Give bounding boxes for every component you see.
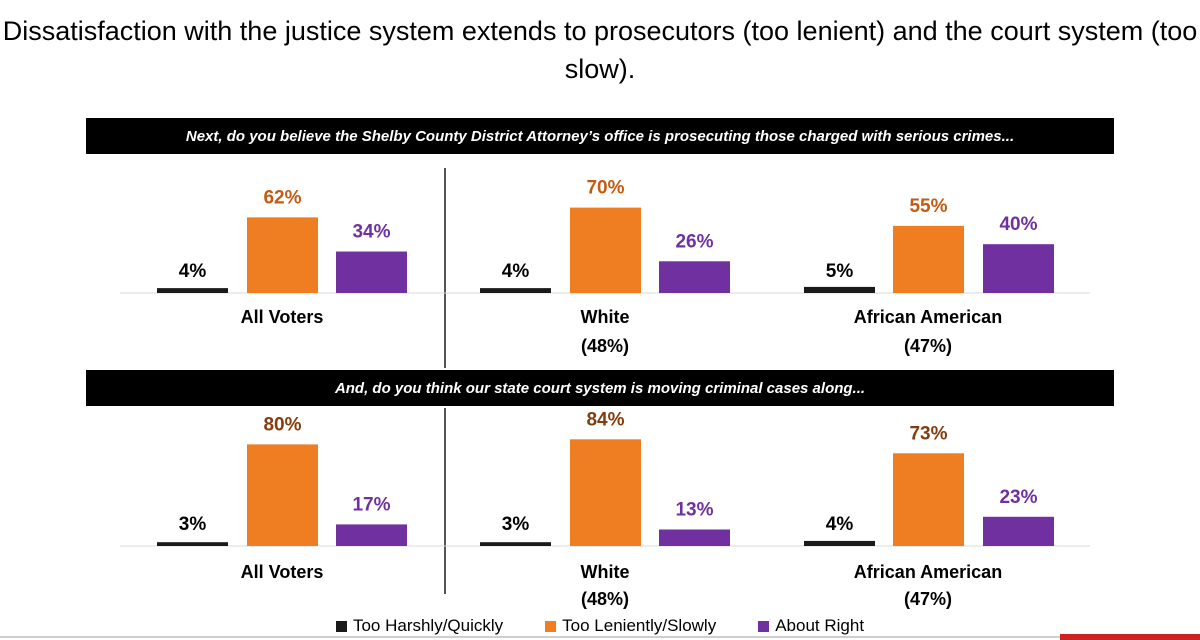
legend-item-harsh: Too Harshly/Quickly — [335, 616, 504, 636]
data-label-prosecutors-all-voters-right: 34% — [352, 222, 390, 243]
question-text-courts: And, do you think our state court system… — [334, 379, 866, 397]
category-label-prosecutors-african-american: African American — [854, 307, 1002, 327]
data-label-prosecutors-all-voters-harsh: 4% — [179, 261, 207, 282]
question-text-prosecutors: Next, do you believe the Shelby County D… — [185, 127, 1015, 145]
bar-prosecutors-white-lenient — [570, 207, 641, 293]
bar-courts-white-harsh — [480, 542, 551, 546]
category-share-courts-african-american: (47%) — [904, 589, 952, 609]
bar-prosecutors-all-voters-harsh — [157, 288, 228, 293]
panel-divider-top — [444, 168, 446, 368]
category-label-prosecutors-all-voters: All Voters — [241, 307, 324, 327]
legend-swatch-right — [758, 620, 770, 632]
data-label-prosecutors-african-american-lenient: 55% — [909, 196, 947, 217]
legend-item-lenient: Too Leniently/Slowly — [545, 616, 716, 636]
data-label-prosecutors-all-voters-lenient: 62% — [263, 187, 301, 208]
category-share-prosecutors-african-american: (47%) — [904, 336, 952, 356]
legend: Too Harshly/Quickly Too Leniently/Slowly… — [0, 614, 1200, 638]
bar-courts-african-american-harsh — [804, 540, 875, 546]
footer-accent — [1060, 634, 1200, 640]
legend-label-right: About Right — [775, 616, 865, 635]
bar-prosecutors-african-american-lenient — [893, 225, 964, 293]
data-label-courts-african-american-harsh: 4% — [826, 514, 854, 535]
data-label-courts-african-american-lenient: 73% — [909, 423, 947, 444]
data-label-prosecutors-white-lenient: 70% — [586, 178, 624, 199]
legend-swatch-harsh — [335, 620, 347, 632]
bar-courts-all-voters-lenient — [247, 444, 318, 546]
data-label-prosecutors-white-right: 26% — [675, 231, 713, 252]
data-label-courts-white-harsh: 3% — [502, 514, 530, 535]
legend-swatch-lenient — [545, 620, 557, 632]
bar-prosecutors-white-right — [659, 261, 730, 293]
legend-label-harsh: Too Harshly/Quickly — [352, 616, 504, 635]
bar-courts-all-voters-harsh — [157, 542, 228, 546]
data-label-courts-all-voters-harsh: 3% — [179, 514, 207, 535]
category-label-courts-african-american: African American — [854, 562, 1002, 582]
data-label-courts-all-voters-lenient: 80% — [263, 414, 301, 435]
bar-courts-white-right — [659, 529, 730, 546]
chart-title: Dissatisfaction with the justice system … — [2, 16, 1198, 84]
category-share-prosecutors-white: (48%) — [581, 336, 629, 356]
bar-courts-african-american-lenient — [893, 453, 964, 546]
data-label-courts-african-american-right: 23% — [999, 487, 1037, 508]
data-label-courts-white-right: 13% — [675, 499, 713, 520]
legend-label-lenient: Too Leniently/Slowly — [562, 616, 717, 635]
category-label-courts-all-voters: All Voters — [241, 562, 324, 582]
data-label-prosecutors-white-harsh: 4% — [502, 261, 530, 282]
bar-courts-african-american-right — [983, 516, 1054, 546]
category-label-courts-white: White — [581, 562, 630, 582]
data-label-courts-white-lenient: 84% — [586, 409, 624, 430]
category-share-courts-white: (48%) — [581, 589, 629, 609]
bar-prosecutors-all-voters-lenient — [247, 217, 318, 293]
question-banner-prosecutors: Next, do you believe the Shelby County D… — [86, 118, 1114, 154]
legend-item-right: About Right — [758, 616, 864, 636]
data-label-prosecutors-african-american-right: 40% — [999, 214, 1037, 235]
data-label-courts-all-voters-right: 17% — [352, 494, 390, 515]
bar-prosecutors-white-harsh — [480, 288, 551, 293]
bar-courts-all-voters-right — [336, 524, 407, 546]
bar-prosecutors-african-american-harsh — [804, 286, 875, 293]
footer-rule — [0, 636, 1060, 638]
category-label-prosecutors-white: White — [581, 307, 630, 327]
data-label-prosecutors-african-american-harsh: 5% — [826, 261, 854, 282]
bar-prosecutors-african-american-right — [983, 244, 1054, 293]
bar-courts-white-lenient — [570, 439, 641, 546]
question-banner-courts: And, do you think our state court system… — [86, 370, 1114, 406]
panel-divider-bottom — [444, 408, 446, 594]
bar-prosecutors-all-voters-right — [336, 251, 407, 293]
